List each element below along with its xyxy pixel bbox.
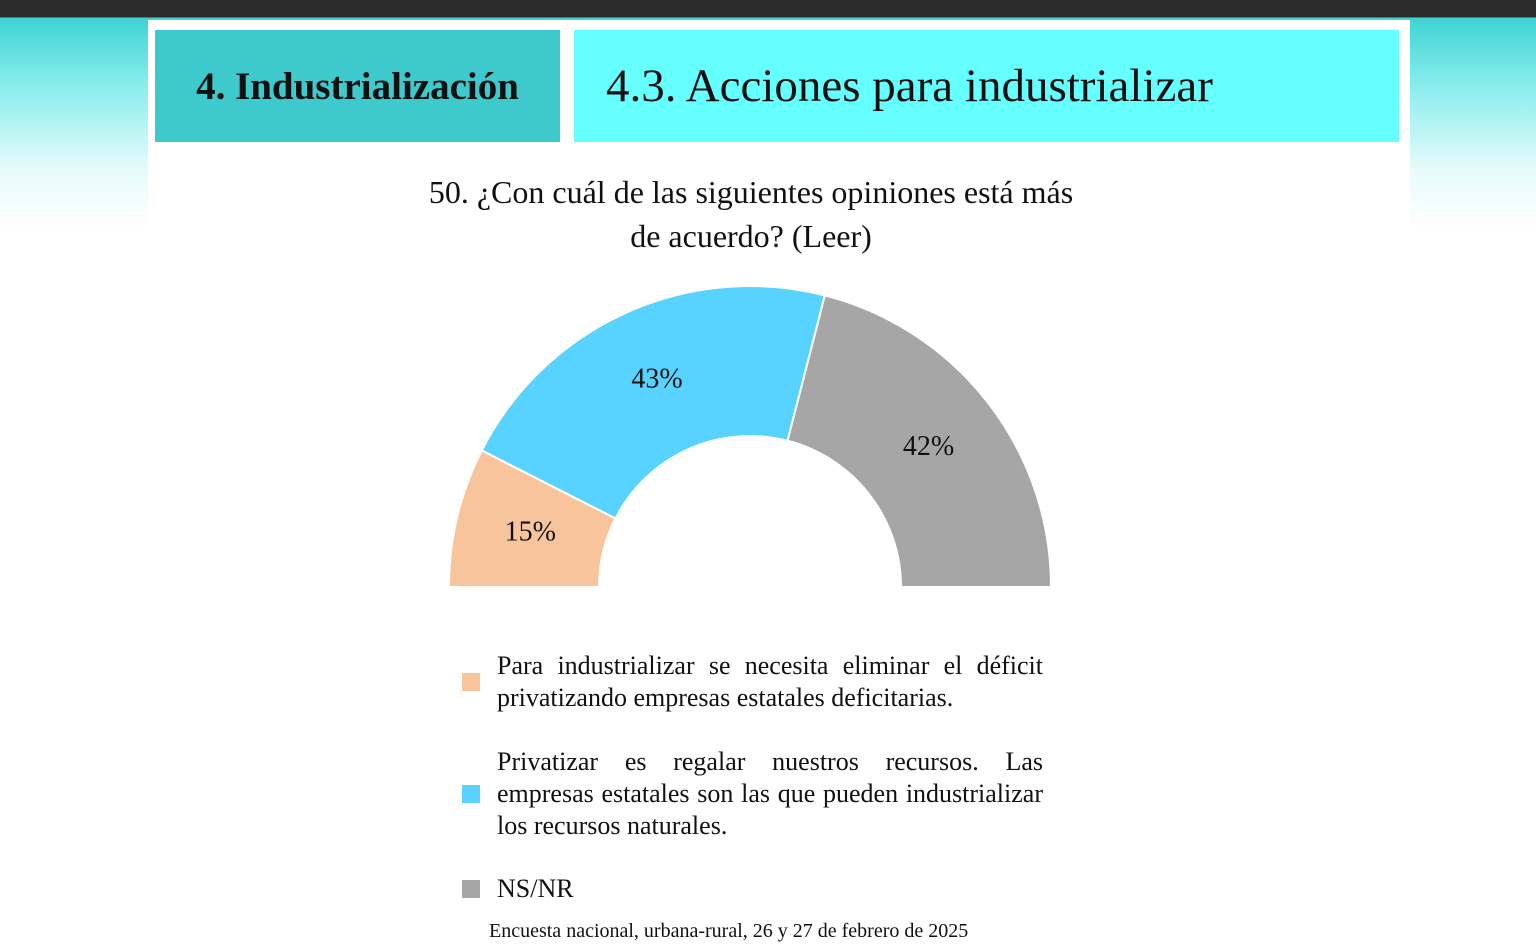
legend-swatch <box>462 673 480 691</box>
value-label: 43% <box>631 363 682 394</box>
legend-item: Para industrializar se necesita eliminar… <box>462 650 1043 714</box>
legend-label: Privatizar es regalar nuestros recursos.… <box>497 747 1043 840</box>
legend-swatch <box>462 880 480 898</box>
slice <box>786 294 1053 588</box>
legend-item: Privatizar es regalar nuestros recursos.… <box>462 746 1043 842</box>
legend-swatch <box>462 785 480 803</box>
legend-item: NS/NR <box>462 873 1043 905</box>
slice <box>480 285 827 520</box>
source-note: Encuesta nacional, urbana-rural, 26 y 27… <box>489 920 969 942</box>
chart-title: 50. ¿Con cuál de las siguientes opinione… <box>428 174 1074 254</box>
section-header: 4. Industrialización <box>155 30 560 142</box>
value-label: 15% <box>505 517 556 548</box>
legend-label: Para industrializar se necesita eliminar… <box>497 651 1043 712</box>
value-label: 42% <box>903 431 954 462</box>
slide-panel <box>148 20 1410 944</box>
subsection-header: 4.3. Acciones para industrializar <box>574 30 1399 142</box>
legend-label: NS/NR <box>497 874 574 903</box>
